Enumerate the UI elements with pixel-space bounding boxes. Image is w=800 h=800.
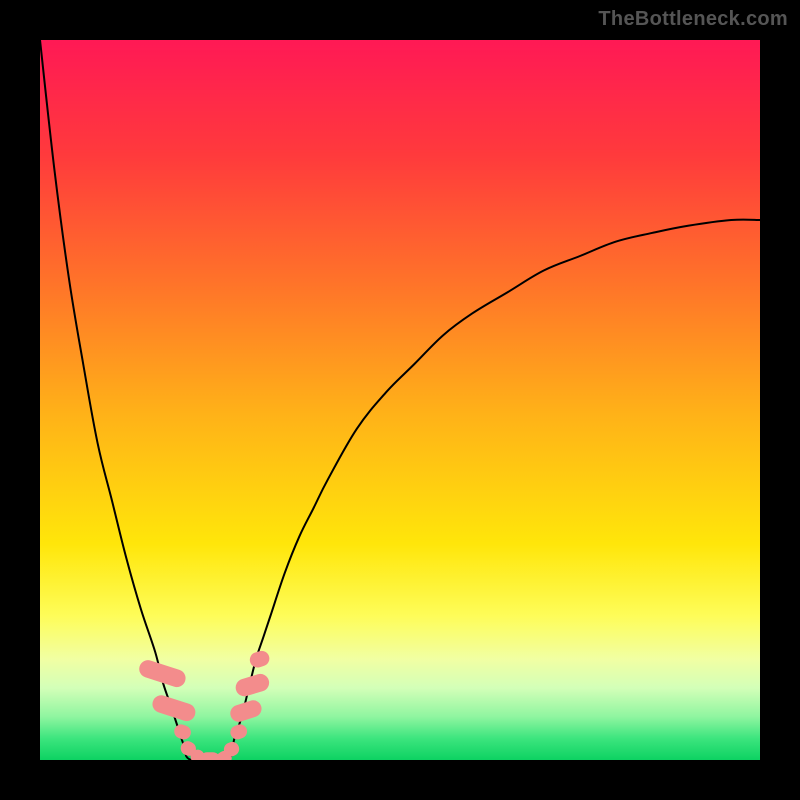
attribution-label: TheBottleneck.com: [598, 8, 788, 31]
data-marker: [234, 672, 271, 698]
data-marker: [229, 699, 263, 724]
data-marker: [173, 723, 192, 741]
plot-area: [40, 40, 760, 760]
data-marker: [229, 723, 248, 741]
data-markers-layer: [40, 40, 760, 760]
chart-root: TheBottleneck.com: [0, 0, 800, 800]
data-marker: [249, 650, 271, 669]
data-marker: [138, 658, 188, 688]
data-marker: [151, 694, 197, 723]
